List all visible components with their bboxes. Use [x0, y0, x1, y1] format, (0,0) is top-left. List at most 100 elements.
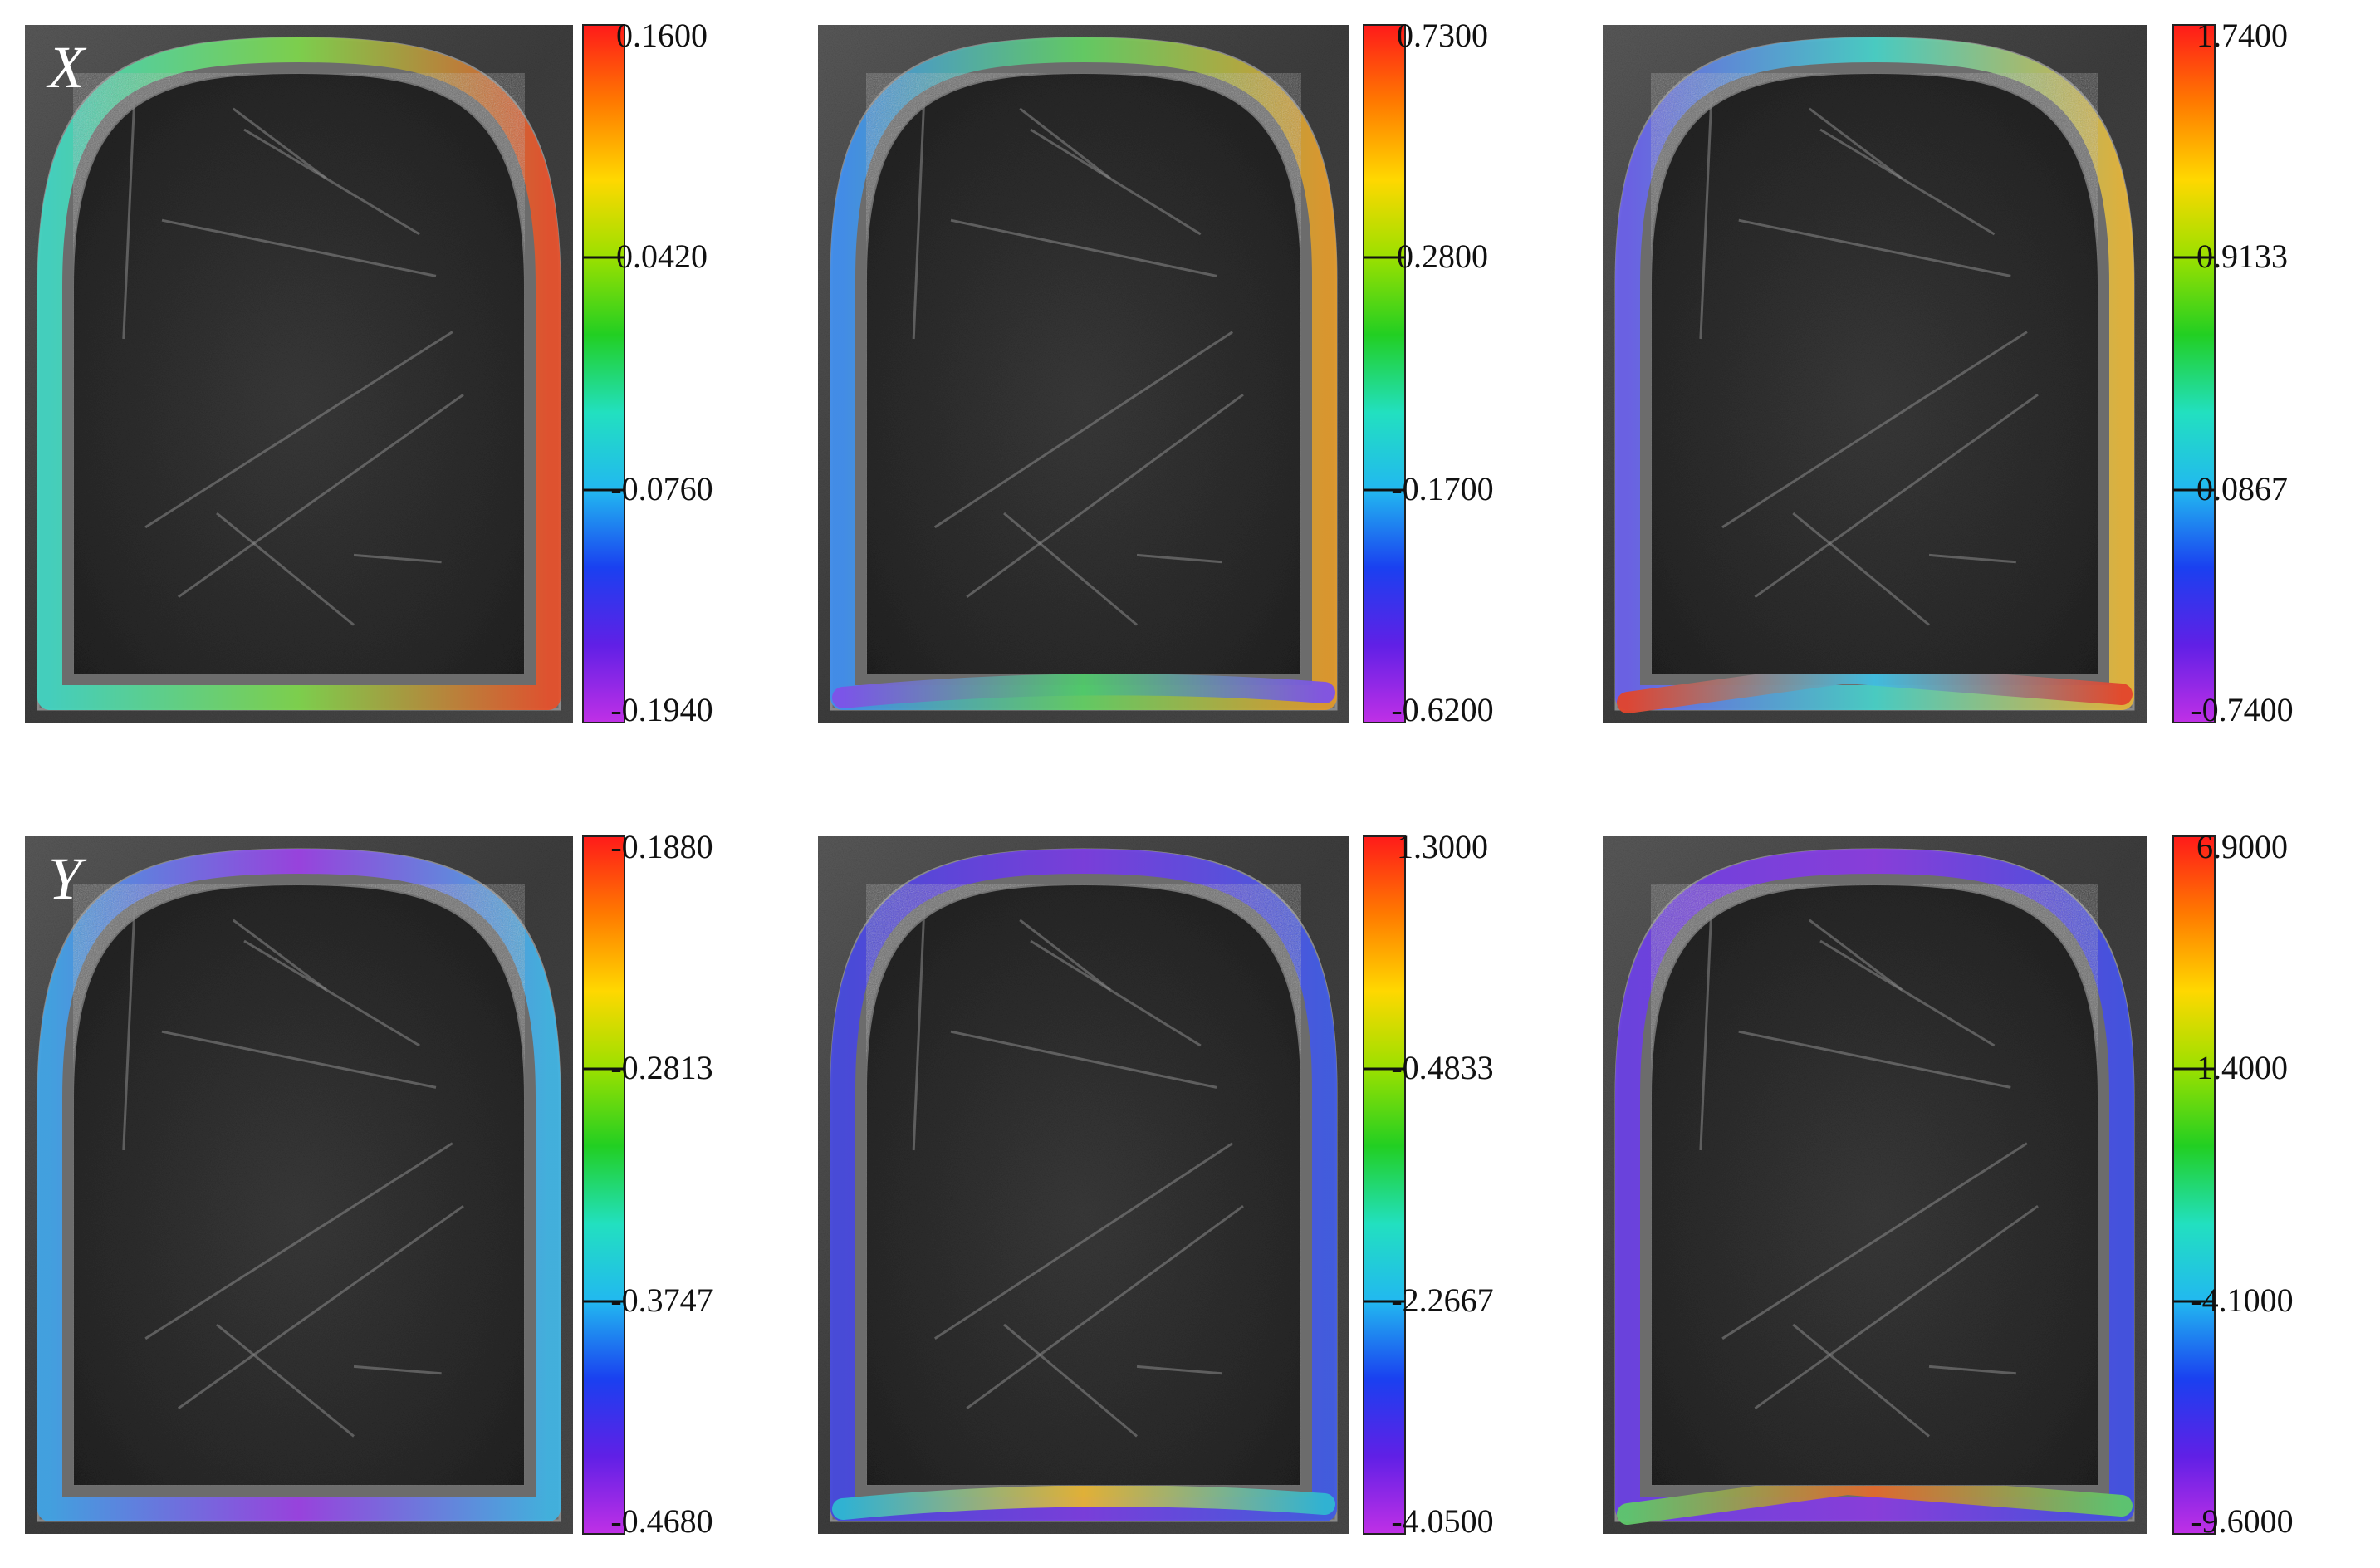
colorbar-tick-label: -0.1700 — [1391, 470, 1493, 507]
crack-line — [950, 218, 1217, 277]
colorbar-tick-label: -0.2813 — [610, 1049, 713, 1086]
tunnel-interior — [865, 883, 1302, 1487]
crack-line — [1792, 512, 1930, 626]
displacement-band — [1615, 849, 2134, 1521]
row-x: 0.1600 0.0420 -0.0760 -0.1940 0.7300 0.2800 -0… — [25, 17, 2294, 728]
crack-line — [161, 218, 437, 277]
displacement-band — [830, 37, 1337, 710]
crack-line — [1721, 331, 2028, 529]
colorbar-tick-label: 6.9000 — [2196, 828, 2288, 865]
row-label: X — [46, 34, 87, 100]
displacement-band — [37, 37, 561, 710]
crack-line — [1928, 1365, 2016, 1375]
crack-line — [1738, 218, 2011, 277]
crack-line — [216, 1323, 355, 1438]
invert-band — [832, 674, 1335, 708]
crack-line — [966, 393, 1244, 599]
crack-line — [1754, 393, 2039, 599]
crack-line — [1699, 905, 1713, 1151]
colorbar-tick-label: -0.6200 — [1391, 691, 1493, 728]
crack-line — [933, 1142, 1234, 1340]
crack-line — [1738, 1030, 2011, 1089]
crack-line — [1754, 1204, 2039, 1410]
crack-line — [1819, 128, 1996, 236]
colorbar-tick-label: -4.0500 — [1391, 1502, 1493, 1540]
crack-line — [353, 1365, 442, 1375]
colorbar-tick-label: 0.1600 — [616, 17, 708, 54]
colorbar — [1363, 24, 1406, 723]
crack-line — [1136, 1365, 1222, 1375]
colorbar-tick-label: 0.0867 — [2196, 470, 2288, 507]
panels-layer: 0.1600 0.0420 -0.0760 -0.1940 0.7300 0.2800 -0… — [25, 17, 2294, 1540]
colorbar-tick-label: -0.4680 — [610, 1502, 713, 1540]
colorbar-tick-label: 0.7300 — [1397, 17, 1488, 54]
crack-line — [1808, 919, 1903, 991]
invert-band — [832, 1485, 1335, 1520]
crack-line — [1808, 107, 1903, 179]
crack-line — [950, 1030, 1217, 1089]
crack-line — [933, 331, 1234, 529]
colorbar-tick-label: -0.0760 — [610, 470, 713, 507]
panel-x-2: 0.7300 0.2800 -0.1700 -0.6200 — [818, 17, 1494, 728]
crack-line — [912, 94, 926, 340]
colorbar-tick-label: -0.3747 — [610, 1281, 713, 1319]
colorbar — [2172, 24, 2216, 723]
colorbar-tick-label: -9.6000 — [2191, 1502, 2293, 1540]
colorbar — [1363, 835, 1406, 1535]
crack-line — [1699, 94, 1713, 340]
colorbar — [2172, 835, 2216, 1535]
displacement-band — [830, 849, 1337, 1521]
crack-line — [1019, 919, 1111, 991]
crack-line — [966, 1204, 1244, 1410]
crack-line — [232, 919, 327, 992]
crack-line — [1003, 512, 1138, 626]
crack-line — [912, 905, 926, 1151]
crack-line — [144, 1142, 453, 1340]
crack-line — [1019, 107, 1111, 179]
colorbar — [582, 24, 625, 723]
crack-line — [122, 905, 136, 1151]
panel-x-1: 0.1600 0.0420 -0.0760 -0.1940 — [25, 17, 713, 728]
colorbar-tick-label: -4.1000 — [2191, 1281, 2293, 1319]
crack-line — [161, 1030, 437, 1089]
colorbar — [582, 835, 625, 1535]
colorbar-tick-label: 0.9133 — [2196, 238, 2288, 275]
tunnel-interior — [1650, 883, 2099, 1487]
crack-line — [1721, 1142, 2028, 1340]
row-y: -0.1880 -0.2813 -0.3747 -0.4680 1.3000 -0.483… — [25, 828, 2294, 1540]
panel-x-3: 1.7400 0.9133 0.0867 -0.7400 — [1603, 17, 2294, 728]
displacement-band — [1615, 37, 2134, 710]
crack-line — [122, 94, 136, 340]
colorbar-tick-label: -0.1880 — [610, 828, 713, 865]
crack-line — [177, 1204, 464, 1410]
crack-line — [232, 107, 327, 180]
crack-line — [144, 331, 453, 529]
crack-line — [1030, 939, 1202, 1047]
crack-line — [177, 393, 464, 599]
displacement-band — [37, 849, 561, 1521]
panel-y-1: -0.1880 -0.2813 -0.3747 -0.4680 — [25, 828, 713, 1540]
colorbar-tick-label: 1.7400 — [2196, 17, 2288, 54]
panel-y-3: 6.9000 1.4000 -4.1000 -9.6000 — [1603, 828, 2294, 1540]
colorbar-tick-label: 1.3000 — [1397, 828, 1488, 865]
colorbar-tick-label: -0.7400 — [2191, 691, 2293, 728]
crack-line — [1003, 1323, 1138, 1438]
row-label: Y — [48, 845, 87, 912]
crack-line — [353, 553, 442, 564]
colorbar-tick-label: -0.1940 — [610, 691, 713, 728]
colorbar-tick-label: 1.4000 — [2196, 1049, 2288, 1086]
crack-line — [1819, 939, 1996, 1047]
colorbar-tick-label: -0.4833 — [1391, 1049, 1493, 1086]
tunnel-interior — [1650, 71, 2099, 675]
crack-line — [1928, 553, 2016, 564]
crack-line — [1030, 128, 1202, 236]
tunnel-interior — [72, 883, 526, 1487]
crack-line — [1136, 553, 1222, 564]
tunnel-interior — [72, 71, 526, 675]
crack-line — [243, 939, 420, 1047]
panel-y-2: 1.3000 -0.4833 -2.2667 -4.0500 — [818, 828, 1494, 1540]
crack-line — [216, 512, 355, 626]
colorbar-tick-label: -2.2667 — [1391, 1281, 1493, 1319]
crack-line — [1792, 1323, 1930, 1438]
